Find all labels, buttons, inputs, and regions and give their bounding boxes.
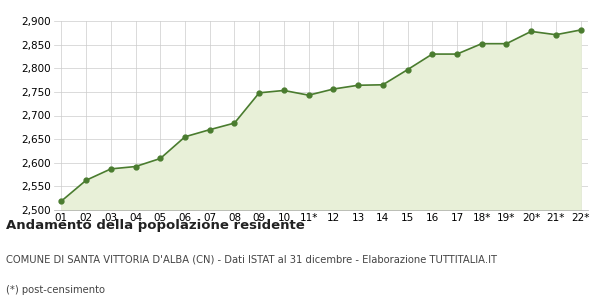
Text: (*) post-censimento: (*) post-censimento	[6, 285, 105, 295]
Text: COMUNE DI SANTA VITTORIA D'ALBA (CN) - Dati ISTAT al 31 dicembre - Elaborazione : COMUNE DI SANTA VITTORIA D'ALBA (CN) - D…	[6, 255, 497, 265]
Text: Andamento della popolazione residente: Andamento della popolazione residente	[6, 219, 305, 232]
